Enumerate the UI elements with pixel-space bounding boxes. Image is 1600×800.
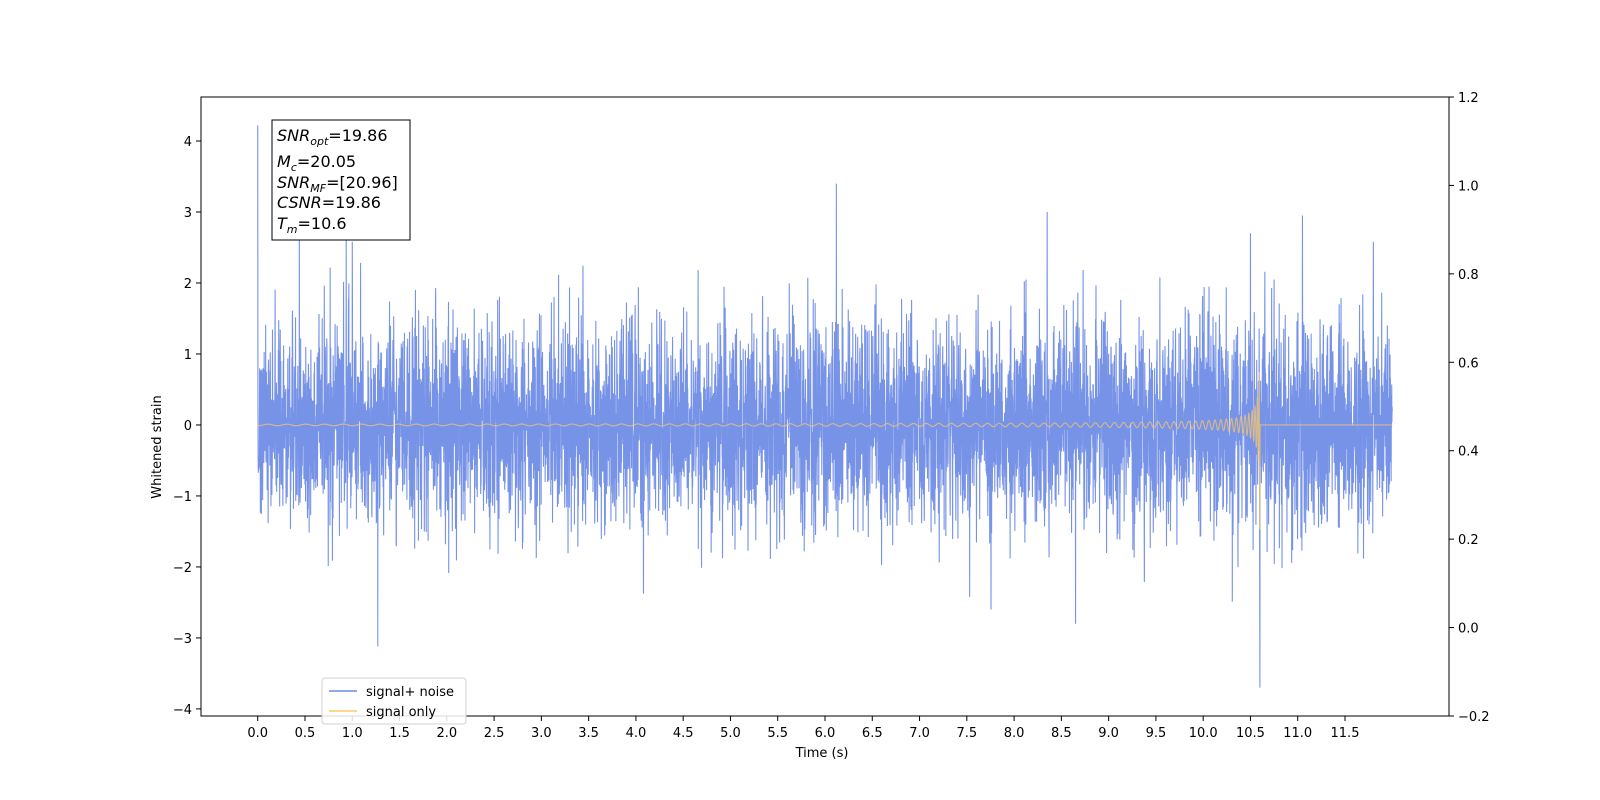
info-line-subscript: c [291, 161, 297, 174]
info-box: SNRopt=19.86Mc=20.05SNRMF=[20.96]CSNR=19… [271, 119, 411, 241]
info-line-value: =[20.96] [326, 173, 398, 192]
x-axis-label: Time (s) [795, 746, 849, 761]
x-tick-label: 11.5 [1331, 726, 1360, 741]
info-line-symbol: T [277, 214, 288, 233]
x-tick-label: 7.0 [909, 726, 930, 741]
info-line: CSNR=19.86 [277, 193, 381, 212]
y-tick-label: −4 [173, 703, 192, 718]
x-tick-label: 6.0 [815, 726, 836, 741]
x-tick-label: 3.0 [531, 726, 552, 741]
x-tick-label: 2.5 [484, 726, 505, 741]
x-tick-label: 8.5 [1051, 726, 1072, 741]
info-line-value: =19.86 [328, 126, 387, 145]
x-tick-label: 2.0 [436, 726, 457, 741]
y-tick-label: 1 [184, 348, 192, 363]
y2-tick-label: 1.0 [1458, 179, 1479, 194]
info-line-value: =20.05 [297, 152, 356, 171]
y2-tick-label: −0.2 [1458, 710, 1490, 725]
y-tick-label: 2 [184, 277, 192, 292]
legend-label: signal only [366, 705, 436, 720]
y2-tick-label: 0.4 [1458, 445, 1479, 460]
x-tick-label: 1.5 [389, 726, 410, 741]
x-tick-label: 9.0 [1098, 726, 1119, 741]
y2-tick-label: 0.2 [1458, 533, 1479, 548]
info-line: SNRopt=19.86 [277, 126, 388, 148]
plot-area [257, 125, 1393, 688]
info-line: Tm=10.6 [277, 214, 347, 236]
y-tick-label: 4 [184, 135, 192, 150]
x-tick-label: 0.5 [295, 726, 316, 741]
y-tick-label: −1 [173, 490, 192, 505]
x-tick-label: 8.0 [1004, 726, 1025, 741]
x-tick-label: 10.5 [1236, 726, 1265, 741]
info-line-symbol: CSNR [277, 193, 322, 212]
y-axis-label: Whitened strain [150, 395, 165, 498]
info-line-subscript: MF [310, 182, 326, 195]
legend-frame [321, 677, 467, 725]
info-line-symbol: SNR [277, 173, 310, 192]
x-tick-label: 11.0 [1283, 726, 1312, 741]
info-line: SNRMF=[20.96] [277, 173, 398, 195]
info-box-frame [271, 119, 411, 241]
info-line-subscript: opt [310, 135, 329, 148]
info-line-value: =19.86 [322, 193, 381, 212]
x-tick-label: 9.5 [1146, 726, 1167, 741]
x-tick-label: 1.0 [342, 726, 363, 741]
y-tick-label: −2 [173, 561, 192, 576]
info-line-symbol: M [277, 152, 291, 171]
info-line: Mc=20.05 [277, 152, 356, 174]
series-signal-only-line [257, 371, 1393, 530]
series-signal-plus-noise-line [257, 125, 1393, 688]
y-tick-label: 0 [184, 419, 192, 434]
axes: 0.0 0.5 1.0 1.5 2.0 2.5 3.0 3.5 4.0 4.5 5.0 5.5 6.0 6… [173, 91, 1490, 741]
x-tick-label: 4.5 [673, 726, 694, 741]
x-tick-label: 4.0 [626, 726, 647, 741]
info-line-value: =10.6 [298, 214, 347, 233]
y-tick-label: 3 [184, 206, 192, 221]
y2-tick-label: 0.8 [1458, 268, 1479, 283]
info-line-subscript: m [287, 223, 298, 236]
x-tick-label: 10.0 [1189, 726, 1218, 741]
x-tick-label: 5.5 [767, 726, 788, 741]
legend-label: signal+ noise [366, 685, 454, 700]
x-tick-label: 6.5 [862, 726, 883, 741]
info-line-symbol: SNR [277, 126, 310, 145]
y2-tick-label: 1.2 [1458, 91, 1479, 106]
y2-tick-label: 0.6 [1458, 356, 1479, 371]
y2-tick-label: 0.0 [1458, 622, 1479, 637]
y-tick-label: −3 [173, 632, 192, 647]
x-tick-label: 7.5 [956, 726, 977, 741]
x-tick-label: 3.5 [578, 726, 599, 741]
legend: signal+ noise signal only [321, 677, 467, 725]
x-tick-label: 5.0 [720, 726, 741, 741]
x-tick-label: 0.0 [247, 726, 268, 741]
